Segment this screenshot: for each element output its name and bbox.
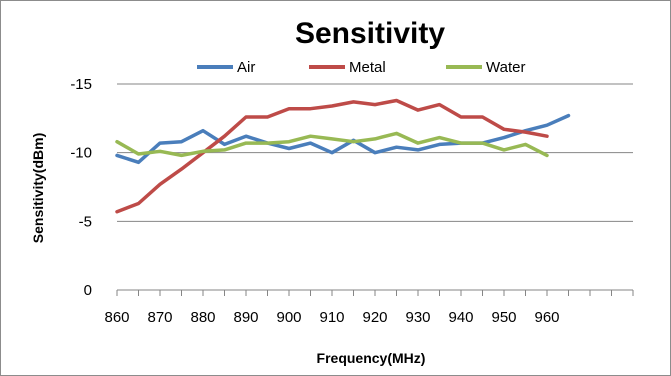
x-tick-label: 910	[319, 309, 344, 326]
x-tick-label: 940	[448, 309, 473, 326]
x-tick-label: 890	[233, 309, 258, 326]
legend: Air Metal Water	[197, 59, 525, 76]
x-tick-label: 920	[362, 309, 387, 326]
y-tick-label: -10	[70, 145, 92, 162]
chart-title: Sensitivity	[295, 17, 445, 50]
series-lines	[115, 98, 571, 214]
y-tick-label: -5	[79, 213, 92, 230]
x-tick-label: 900	[276, 309, 301, 326]
series-line-water	[115, 131, 549, 158]
x-tick-label: 960	[534, 309, 559, 326]
x-tick-label: 870	[147, 309, 172, 326]
x-axis: 860 870 880 890 900 910 920 930 940 950 960	[104, 289, 634, 326]
x-tick-label: 880	[190, 309, 215, 326]
y-tick-label: 0	[84, 282, 92, 299]
x-tick-label: 950	[491, 309, 516, 326]
series-line-air	[115, 113, 571, 165]
x-tick-label: 930	[405, 309, 430, 326]
x-axis-title: Frequency(MHz)	[317, 350, 426, 366]
legend-label-metal: Metal	[349, 59, 386, 76]
series-line-metal	[115, 98, 549, 214]
x-tick-label: 860	[104, 309, 129, 326]
legend-label-water: Water	[486, 59, 525, 76]
y-axis-ticks: 0 -5 -10 -15	[70, 76, 92, 299]
legend-label-air: Air	[237, 59, 255, 76]
y-axis-title: Sensitivity(dBm)	[30, 133, 46, 243]
y-tick-label: -15	[70, 76, 92, 93]
